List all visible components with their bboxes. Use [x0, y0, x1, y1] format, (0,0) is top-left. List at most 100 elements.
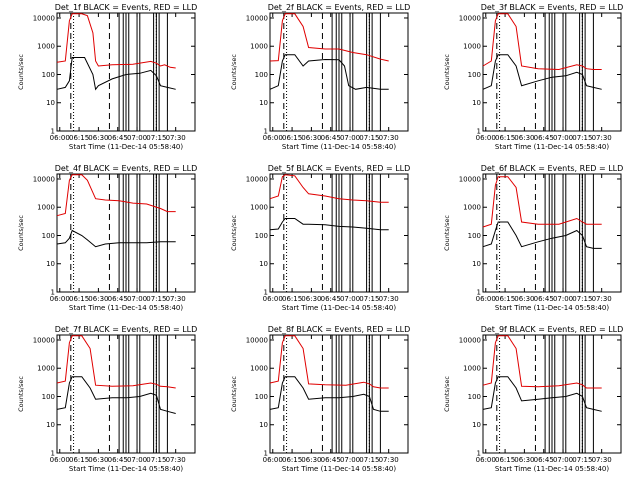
x-tick-label: 07:00: [340, 295, 360, 303]
x-tick-label: 07:30: [379, 295, 399, 303]
x-tick-label: 07:15: [359, 295, 379, 303]
y-tick-label: 1000: [37, 204, 55, 212]
panel-title: Det_4f BLACK = Events, RED = LLD: [55, 164, 198, 173]
x-tick-label: 07:00: [340, 134, 360, 142]
x-tick-label: 06:30: [88, 456, 108, 464]
y-tick-label: 10: [472, 421, 481, 429]
panel-title: Det_1f BLACK = Events, RED = LLD: [55, 3, 198, 12]
events-series-line: [56, 229, 176, 248]
detector-panel-7: Det_7f BLACK = Events, RED = LLD 1 10 100 10…: [17, 325, 197, 473]
x-axis-label: Start Time (11-Dec-14 05:58:40): [69, 143, 183, 151]
y-tick-label: 10000: [246, 336, 268, 344]
x-tick-label: 06:45: [108, 295, 128, 303]
y-tick-label: 10: [259, 99, 268, 107]
x-axis-label: Start Time (11-Dec-14 05:58:40): [495, 143, 609, 151]
y-tick-label: 100: [255, 71, 268, 79]
x-tick-label: 06:00: [476, 456, 496, 464]
y-tick-label: 1000: [37, 43, 55, 51]
events-series-line: [56, 57, 176, 91]
x-tick-label: 07:30: [379, 456, 399, 464]
x-tick-label: 07:30: [379, 134, 399, 142]
x-tick-label: 06:00: [263, 134, 283, 142]
x-axis-label: Start Time (11-Dec-14 05:58:40): [282, 304, 396, 312]
events-series-line: [482, 221, 602, 249]
panel-title: Det_7f BLACK = Events, RED = LLD: [55, 325, 198, 334]
lld-series-line: [56, 335, 176, 389]
y-tick-label: 10000: [246, 14, 268, 22]
x-tick-label: 06:00: [476, 134, 496, 142]
x-tick-label: 06:00: [476, 295, 496, 303]
lld-series-line: [269, 335, 389, 389]
y-tick-label: 1: [264, 450, 268, 458]
y-tick-label: 100: [468, 71, 481, 79]
x-tick-label: 06:15: [282, 134, 302, 142]
y-tick-label: 100: [255, 232, 268, 240]
y-tick-label: 10: [259, 260, 268, 268]
x-tick-label: 06:15: [495, 295, 515, 303]
y-tick-label: 10000: [33, 336, 55, 344]
lld-series-line: [482, 13, 602, 71]
panel-title: Det_6f BLACK = Events, RED = LLD: [481, 164, 624, 173]
x-tick-label: 06:00: [263, 456, 283, 464]
y-tick-label: 10: [472, 99, 481, 107]
detector-panel-8: Det_8f BLACK = Events, RED = LLD 1 10 100 10…: [230, 325, 410, 473]
lld-series-line: [482, 335, 602, 389]
events-series-line: [269, 218, 389, 231]
x-tick-label: 06:15: [282, 456, 302, 464]
x-tick-label: 06:00: [263, 295, 283, 303]
x-axis-label: Start Time (11-Dec-14 05:58:40): [69, 465, 183, 473]
x-tick-label: 07:00: [340, 456, 360, 464]
y-tick-label: 1: [477, 450, 481, 458]
y-tick-label: 1000: [463, 365, 481, 373]
x-tick-label: 06:15: [495, 456, 515, 464]
y-tick-label: 1000: [463, 43, 481, 51]
detector-panel-4: Det_4f BLACK = Events, RED = LLD 1 10 100 10…: [17, 164, 197, 312]
x-tick-label: 06:15: [495, 134, 515, 142]
y-axis-label: Counts/sec: [230, 215, 238, 251]
x-axis-label: Start Time (11-Dec-14 05:58:40): [282, 465, 396, 473]
x-axis-label: Start Time (11-Dec-14 05:58:40): [495, 465, 609, 473]
y-tick-label: 100: [42, 393, 55, 401]
x-tick-label: 06:30: [301, 295, 321, 303]
x-tick-label: 07:30: [592, 134, 612, 142]
y-axis-label: Counts/sec: [17, 54, 25, 90]
x-tick-label: 06:15: [69, 295, 89, 303]
y-tick-label: 10: [259, 421, 268, 429]
x-axis-label: Start Time (11-Dec-14 05:58:40): [282, 143, 396, 151]
lld-series-line: [56, 174, 176, 217]
x-tick-label: 07:00: [127, 295, 147, 303]
y-tick-label: 10000: [459, 14, 481, 22]
lld-series-line: [482, 176, 602, 228]
y-tick-label: 1: [477, 128, 481, 136]
y-tick-label: 100: [42, 232, 55, 240]
y-tick-label: 1: [477, 289, 481, 297]
x-tick-label: 06:30: [514, 295, 534, 303]
y-tick-label: 10000: [33, 14, 55, 22]
detector-panel-2: Det_2f BLACK = Events, RED = LLD 1 10 100 10…: [230, 3, 410, 151]
x-tick-label: 06:45: [321, 295, 341, 303]
x-tick-label: 06:30: [88, 295, 108, 303]
y-tick-label: 10000: [459, 336, 481, 344]
x-tick-label: 06:00: [50, 134, 70, 142]
y-axis-label: Counts/sec: [230, 376, 238, 412]
y-tick-label: 1: [51, 289, 55, 297]
detector-panel-6: Det_6f BLACK = Events, RED = LLD 1 10 100 10…: [443, 164, 623, 312]
x-axis-label: Start Time (11-Dec-14 05:58:40): [69, 304, 183, 312]
y-tick-label: 1000: [250, 204, 268, 212]
y-tick-label: 10: [46, 421, 55, 429]
x-tick-label: 06:45: [108, 134, 128, 142]
x-tick-label: 06:30: [88, 134, 108, 142]
x-tick-label: 07:30: [166, 295, 186, 303]
events-series-line: [482, 54, 602, 90]
y-axis-label: Counts/sec: [443, 376, 451, 412]
y-tick-label: 10: [46, 99, 55, 107]
y-tick-label: 100: [468, 393, 481, 401]
detector-panel-9: Det_9f BLACK = Events, RED = LLD 1 10 100 10…: [443, 325, 623, 473]
y-axis-label: Counts/sec: [443, 54, 451, 90]
x-tick-label: 06:00: [50, 456, 70, 464]
y-axis-label: Counts/sec: [230, 54, 238, 90]
events-series-line: [56, 376, 176, 414]
events-series-line: [482, 376, 602, 412]
x-tick-label: 06:45: [321, 456, 341, 464]
x-tick-label: 06:30: [301, 134, 321, 142]
